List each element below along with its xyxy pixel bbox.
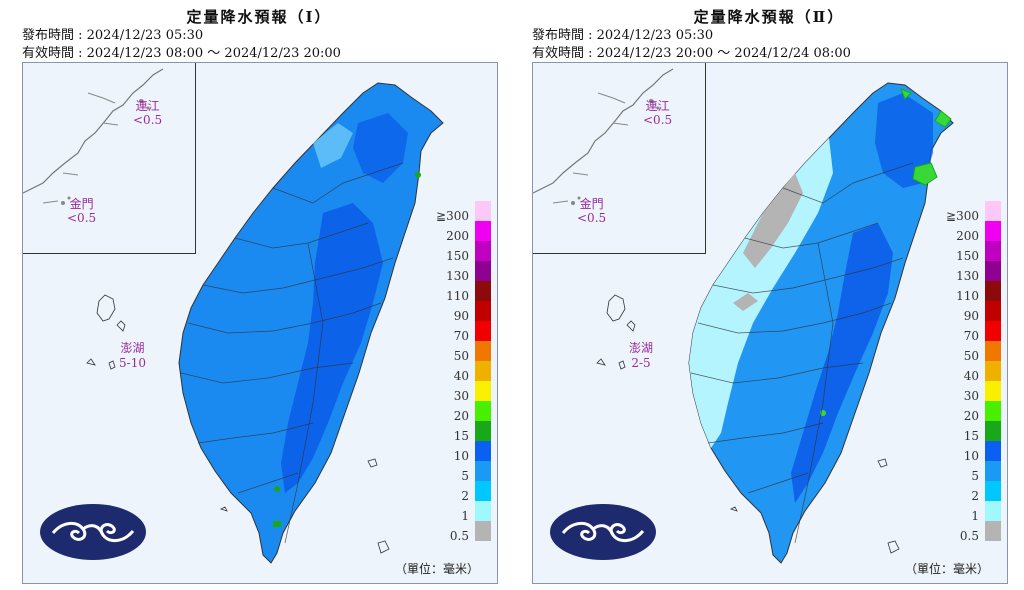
rainfall-map: 連江 <0.5 金門 <0.5 (22, 62, 498, 584)
issue-time: 發布時間 : 2024/12/23 05:30 (22, 28, 204, 43)
panel-title: 定量降水預報（Ⅱ） (693, 8, 845, 26)
issue-time: 發布時間 : 2024/12/23 05:30 (532, 28, 714, 43)
rainfall-map: 連江 <0.5 金門 <0.5 (532, 62, 1008, 584)
taiwan-map (596, 82, 954, 564)
valid-time: 有效時間 : 2024/12/23 20:00 ～ 2024/12/24 08:… (532, 46, 851, 61)
penghu-label: 澎湖 5-10 (119, 341, 146, 370)
penghu-label: 澎湖 2-5 (629, 341, 654, 370)
kinmen-label: 金門 <0.5 (577, 197, 607, 225)
rainfall-legend: ≧300 200 150 130 110 90 70 50 40 30 20 1… (943, 201, 1007, 549)
coastline-china (533, 68, 674, 205)
matsu-label: 連江 <0.5 (133, 99, 163, 127)
kinmen-label: 金門 <0.5 (67, 197, 97, 225)
valid-time: 有效時間 : 2024/12/23 08:00 ～ 2024/12/23 20:… (22, 46, 341, 61)
penghu-islands (596, 294, 636, 370)
unit-label: （單位：毫米） (904, 562, 989, 576)
forecast-panel-2: 定量降水預報（Ⅱ） 發布時間 : 2024/12/23 05:30 有效時間 :… (522, 0, 1016, 590)
taiwan-map (86, 82, 444, 564)
rainfall-legend: ≧300 200 150 130 110 90 70 50 40 30 20 1… (433, 201, 497, 549)
coastline-china (23, 68, 164, 205)
penghu-islands (86, 294, 126, 370)
panel-title: 定量降水預報（Ⅰ） (186, 8, 332, 26)
county-boundaries (180, 162, 404, 544)
unit-label: （單位：毫米） (394, 562, 479, 576)
cwa-logo (550, 504, 656, 560)
matsu-label: 連江 <0.5 (643, 99, 673, 127)
outlying-islands-inset: 連江 <0.5 金門 <0.5 (533, 63, 706, 254)
county-boundaries (690, 162, 914, 544)
outlying-islands-inset: 連江 <0.5 金門 <0.5 (23, 63, 196, 254)
forecast-panel-1: 定量降水預報（Ⅰ） 發布時間 : 2024/12/23 05:30 有效時間 :… (12, 0, 506, 590)
cwa-logo (40, 504, 146, 560)
